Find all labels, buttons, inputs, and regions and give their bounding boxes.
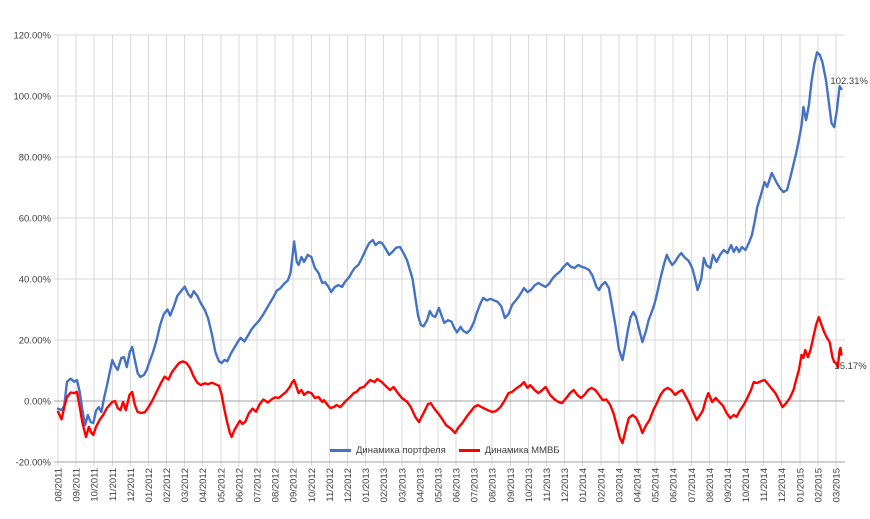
y-axis-tick-label: 120.00% xyxy=(13,31,51,42)
series-line-mmvb xyxy=(56,315,843,445)
x-axis-tick-label: 08/2013 xyxy=(488,468,499,502)
x-axis-tick-label: 08/2012 xyxy=(271,468,282,502)
x-axis-tick-label: 02/2014 xyxy=(596,468,607,502)
y-axis-tick-label: 0.00% xyxy=(24,397,51,408)
y-axis-tick-label: 20.00% xyxy=(19,336,52,347)
mmvb-line-swatch xyxy=(458,449,480,452)
x-axis-tick-label: 02/2012 xyxy=(162,468,173,502)
y-axis-tick-label: -20.00% xyxy=(16,458,52,469)
x-axis-tick-label: 09/2013 xyxy=(506,468,517,502)
y-axis-tick-label: 60.00% xyxy=(19,214,52,225)
legend-label-portfolio: Динамика портфеля xyxy=(356,445,446,456)
y-axis-tick-label: 80.00% xyxy=(19,153,52,164)
legend: Динамика портфеля Динамика ММВБ xyxy=(330,445,560,456)
x-axis-tick-label: 07/2014 xyxy=(687,468,698,502)
legend-item-portfolio: Динамика портфеля xyxy=(330,445,446,456)
x-axis-tick-label: 01/2014 xyxy=(578,468,589,502)
x-axis-tick-label: 06/2014 xyxy=(669,468,680,502)
x-axis-tick-label: 12/2013 xyxy=(560,468,571,502)
x-axis-tick-label: 01/2013 xyxy=(361,468,372,502)
legend-item-mmvb: Динамика ММВБ xyxy=(458,445,560,456)
x-axis-tick-label: 04/2012 xyxy=(198,468,209,502)
x-axis-tick-label: 01/2012 xyxy=(144,468,155,502)
x-axis-tick-label: 06/2013 xyxy=(452,468,463,502)
x-axis-tick-label: 10/2011 xyxy=(90,468,101,502)
x-axis-tick-label: 11/2014 xyxy=(759,468,770,502)
x-axis-tick-label: 05/2014 xyxy=(651,468,662,502)
x-axis-tick-label: 07/2013 xyxy=(470,468,481,502)
x-axis-tick-label: 03/2013 xyxy=(397,468,408,502)
x-axis-tick-label: 05/2013 xyxy=(433,468,444,502)
x-axis-tick-label: 09/2014 xyxy=(723,468,734,502)
end-label-mmvb: 15.17% xyxy=(834,360,867,372)
x-axis-tick-label: 09/2011 xyxy=(72,468,83,502)
x-axis-tick-label: 05/2012 xyxy=(216,468,227,502)
x-axis-tick-label: 08/2014 xyxy=(705,468,716,502)
x-axis-tick-label: 08/2011 xyxy=(54,468,65,502)
x-axis-tick-label: 11/2013 xyxy=(542,468,553,502)
y-axis-tick-label: 100.00% xyxy=(13,92,51,103)
x-axis-tick-label: 04/2013 xyxy=(415,468,426,502)
x-axis-tick-label: 03/2012 xyxy=(180,468,191,502)
x-axis-tick-label: 09/2012 xyxy=(289,468,300,502)
legend-label-mmvb: Динамика ММВБ xyxy=(484,445,560,456)
x-axis-tick-label: 04/2014 xyxy=(632,468,643,502)
portfolio-line-swatch xyxy=(330,449,351,452)
x-axis-tick-label: 02/2015 xyxy=(813,468,824,502)
x-axis-tick-label: 11/2011 xyxy=(108,468,119,501)
x-axis-tick-label: 01/2015 xyxy=(795,468,806,502)
x-axis-tick-label: 07/2012 xyxy=(253,468,264,502)
series-line-portfolio xyxy=(56,51,843,427)
x-axis-tick-label: 10/2013 xyxy=(524,468,535,502)
end-label-portfolio: 102.31% xyxy=(830,75,868,87)
x-axis-tick-label: 12/2011 xyxy=(126,468,137,502)
y-axis-tick-label: 40.00% xyxy=(19,275,52,286)
x-axis-tick-label: 03/2015 xyxy=(832,468,843,502)
x-axis-tick-label: 12/2014 xyxy=(777,468,788,502)
x-axis-tick-label: 12/2012 xyxy=(343,468,354,502)
x-axis-tick-label: 10/2012 xyxy=(307,468,318,502)
x-axis-tick-label: 02/2013 xyxy=(379,468,390,502)
x-axis-tick-label: 06/2012 xyxy=(234,468,245,502)
x-axis-tick-label: 03/2014 xyxy=(614,468,625,502)
x-axis-tick-label: 10/2014 xyxy=(741,468,752,502)
x-axis-tick-label: 11/2012 xyxy=(325,468,336,502)
